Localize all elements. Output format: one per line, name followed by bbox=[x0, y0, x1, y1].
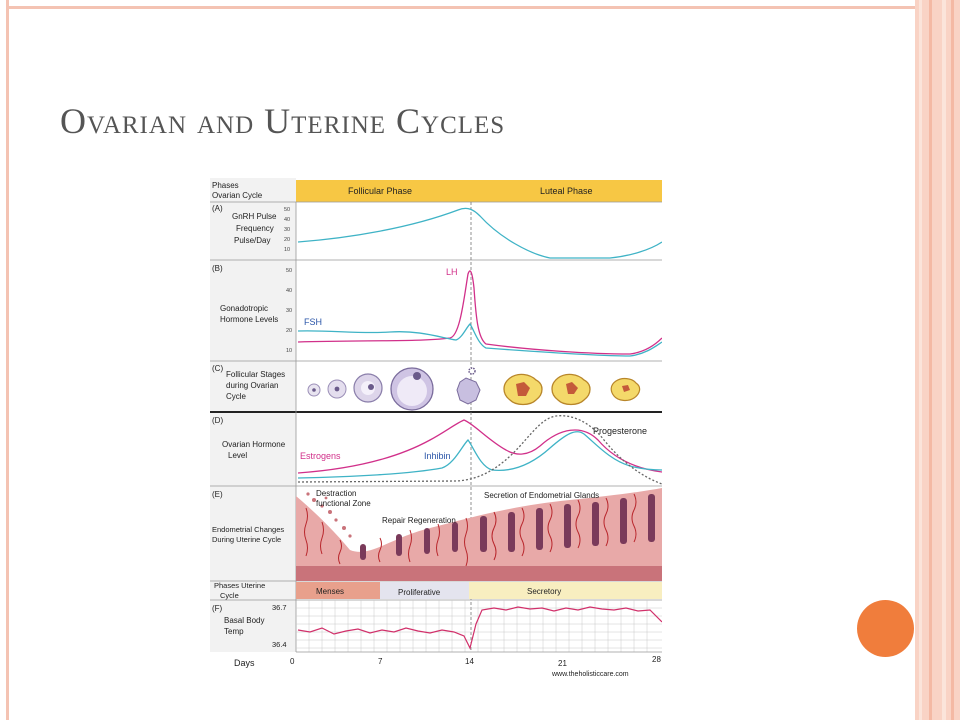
panel-f-label-1: Basal Body bbox=[224, 616, 264, 625]
luteal-phase-label: Luteal Phase bbox=[540, 186, 593, 196]
panel-a-label-3: Pulse/Day bbox=[234, 236, 270, 245]
repair-label: Repair Regeneration bbox=[382, 516, 456, 525]
panel-b-tick: 50 bbox=[286, 268, 292, 274]
panel-e-label-2: During Uterine Cycle bbox=[212, 535, 281, 544]
temperature-curve bbox=[297, 606, 663, 650]
panel-f-label-2: Temp bbox=[224, 627, 244, 636]
cycle-diagram: Phases Ovarian Cycle Follicular Phase Lu… bbox=[210, 178, 663, 680]
lh-curve bbox=[297, 270, 663, 355]
panel-e-label-1: Endometrial Changes bbox=[212, 525, 284, 534]
panel-b-tick: 10 bbox=[286, 348, 292, 354]
panel-a-tick: 30 bbox=[284, 227, 290, 233]
estrogens-curve bbox=[297, 419, 663, 474]
panel-b-tick: 40 bbox=[286, 288, 292, 294]
panel-b-letter: (B) bbox=[212, 264, 223, 273]
panel-e-letter: (E) bbox=[212, 490, 223, 499]
menses-label: Menses bbox=[316, 587, 344, 596]
frame-right-stripes bbox=[915, 0, 960, 720]
secretory-label: Secretory bbox=[527, 587, 561, 596]
inhibin-curve bbox=[297, 431, 663, 479]
label-column bbox=[210, 178, 296, 652]
estrogens-label: Estrogens bbox=[300, 451, 341, 461]
panel-b-label-2: Hormone Levels bbox=[220, 315, 278, 324]
frame-left-stripe bbox=[6, 0, 9, 720]
fsh-curve bbox=[297, 322, 663, 357]
progesterone-label: Progesterone bbox=[593, 426, 647, 436]
phases-label-2: Ovarian Cycle bbox=[212, 191, 263, 200]
slide-title: Ovarian and Uterine Cycles bbox=[60, 101, 506, 141]
follicle-stages bbox=[307, 367, 641, 411]
days-label: Days bbox=[234, 658, 255, 668]
lh-label: LH bbox=[446, 267, 458, 277]
panel-c-label-1: Follicular Stages bbox=[226, 370, 285, 379]
inhibin-label: Inhibin bbox=[424, 451, 451, 461]
panel-f-letter: (F) bbox=[212, 604, 223, 613]
cycle-diagram-svg: Phases Ovarian Cycle Follicular Phase Lu… bbox=[210, 178, 663, 680]
panel-b-tick: 30 bbox=[286, 308, 292, 314]
menses-bar bbox=[296, 582, 380, 599]
temp-top-tick: 36.7 bbox=[272, 603, 287, 612]
panel-d-letter: (D) bbox=[212, 416, 223, 425]
panel-a-letter: (A) bbox=[212, 204, 223, 213]
panel-a-tick: 20 bbox=[284, 237, 290, 243]
proliferative-bar bbox=[380, 582, 469, 599]
panel-d-label-1: Ovarian Hormone bbox=[222, 440, 286, 449]
destraction-label-1: Destraction bbox=[316, 489, 356, 498]
panel-d-label-2: Level bbox=[228, 451, 247, 460]
uterine-phases-label-2: Cycle bbox=[220, 591, 239, 600]
panel-a-label-2: Frequency bbox=[236, 224, 274, 233]
panel-a-tick: 50 bbox=[284, 207, 290, 213]
follicular-phase-label: Follicular Phase bbox=[348, 186, 412, 196]
panel-c-letter: (C) bbox=[212, 364, 223, 373]
uterine-phases-label-1: Phases Uterine bbox=[214, 581, 265, 590]
endometrium-illustration bbox=[296, 488, 662, 581]
panel-c-label-2: during Ovarian bbox=[226, 381, 278, 390]
frame-top-stripe bbox=[6, 6, 918, 9]
credit-text: www.theholisticcare.com bbox=[551, 671, 629, 678]
day-tick: 7 bbox=[378, 657, 383, 666]
proliferative-label: Proliferative bbox=[398, 588, 441, 597]
panel-b-tick: 20 bbox=[286, 328, 292, 334]
phases-label-1: Phases bbox=[212, 181, 239, 190]
progesterone-curve bbox=[297, 415, 663, 485]
day-tick: 21 bbox=[558, 659, 567, 668]
decorative-circle bbox=[857, 600, 914, 657]
day-tick: 0 bbox=[290, 657, 295, 666]
day-tick: 28 bbox=[652, 655, 661, 664]
luteal-phase-bar bbox=[471, 180, 662, 202]
panel-a-label-1: GnRH Pulse bbox=[232, 212, 277, 221]
temp-bottom-tick: 36.4 bbox=[272, 640, 287, 649]
secretory-bar bbox=[469, 582, 662, 599]
panel-c-label-3: Cycle bbox=[226, 392, 247, 401]
panel-a-tick: 40 bbox=[284, 217, 290, 223]
destraction-label-2: functional Zone bbox=[316, 499, 371, 508]
gnrh-curve bbox=[297, 207, 663, 259]
panel-a-tick: 10 bbox=[284, 247, 290, 253]
day-tick: 14 bbox=[465, 657, 474, 666]
follicular-phase-bar bbox=[296, 180, 471, 202]
secretion-label: Secretion of Endometrial Glands bbox=[484, 491, 599, 500]
fsh-label: FSH bbox=[304, 317, 322, 327]
panel-b-label-1: Gonadotropic bbox=[220, 304, 268, 313]
